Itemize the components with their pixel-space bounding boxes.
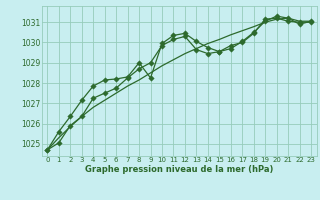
X-axis label: Graphe pression niveau de la mer (hPa): Graphe pression niveau de la mer (hPa) [85, 165, 273, 174]
